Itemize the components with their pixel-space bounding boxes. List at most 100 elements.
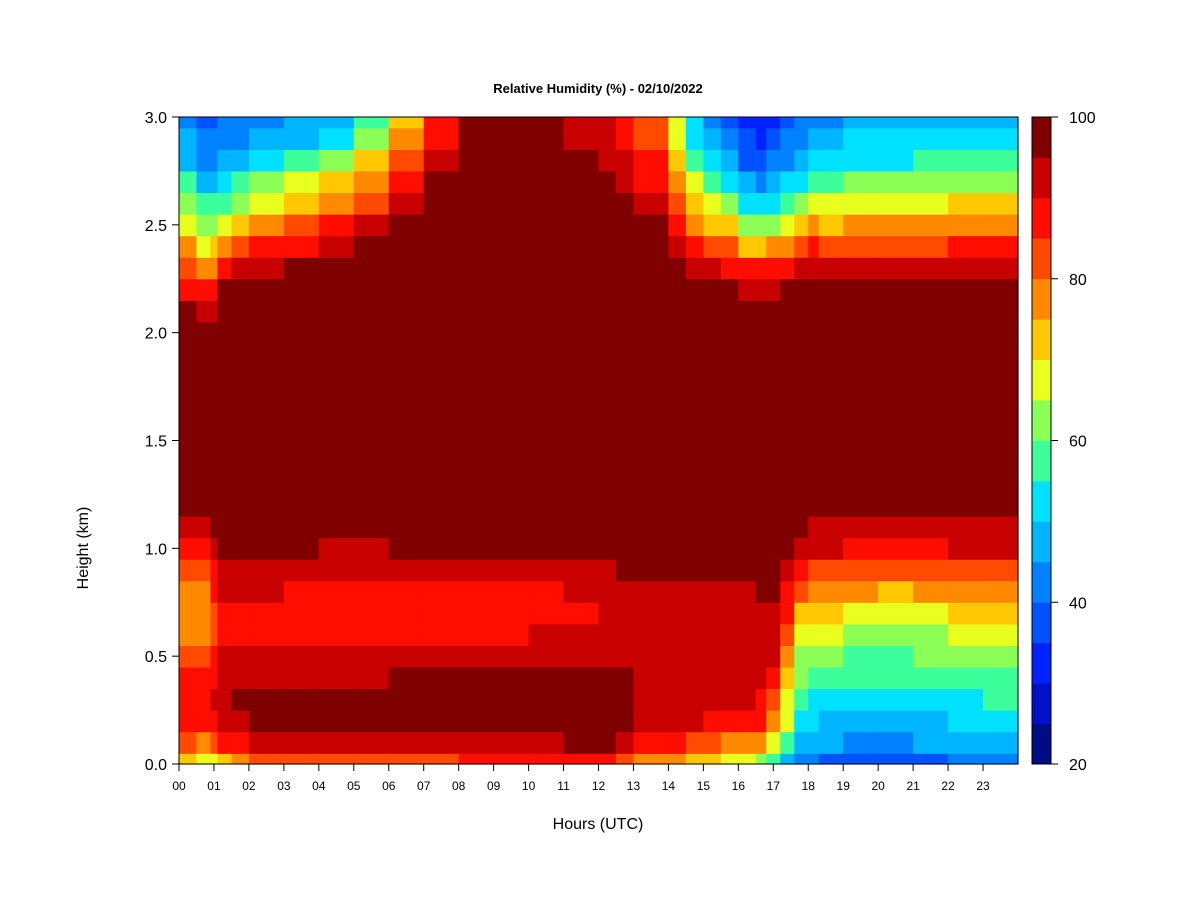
heatmap-cell xyxy=(983,731,1019,754)
heatmap-cell xyxy=(563,214,600,237)
heatmap-cell xyxy=(780,602,795,625)
heatmap-cell xyxy=(878,537,914,560)
heatmap-cell xyxy=(217,731,233,754)
heatmap-cell xyxy=(878,472,914,496)
heatmap-cell xyxy=(458,559,495,582)
heatmap-cell xyxy=(231,386,250,409)
heatmap-cell xyxy=(633,386,670,409)
heatmap-cell xyxy=(217,365,233,388)
heatmap-cell xyxy=(210,300,219,323)
heatmap-cell xyxy=(878,386,914,409)
heatmap-cell xyxy=(210,386,219,409)
heatmap-cell xyxy=(808,321,813,345)
heatmap-cell xyxy=(353,537,390,560)
heatmap-cell xyxy=(283,235,320,258)
heatmap-cell xyxy=(231,580,250,603)
heatmap-cell xyxy=(458,688,495,711)
heatmap-cell xyxy=(755,408,767,431)
heatmap-cell xyxy=(818,192,844,215)
heatmap-cell xyxy=(179,602,198,625)
heatmap-cell xyxy=(458,472,495,496)
heatmap-cell xyxy=(458,494,495,517)
heatmap-cell xyxy=(794,429,809,452)
heatmap-cell xyxy=(755,235,767,258)
heatmap-cell xyxy=(843,278,879,301)
heatmap-cell xyxy=(231,192,250,215)
heatmap-cell xyxy=(388,472,425,496)
heatmap-cell xyxy=(353,170,390,194)
heatmap-cell xyxy=(353,117,390,129)
heatmap-cell xyxy=(423,580,460,603)
heatmap-cell xyxy=(458,408,495,431)
heatmap-cell xyxy=(633,515,670,539)
heatmap-cell xyxy=(913,688,949,711)
heatmap-cell xyxy=(493,170,530,194)
heatmap-cell xyxy=(808,408,813,431)
heatmap-cell xyxy=(983,408,1019,431)
x-tick-label: 18 xyxy=(802,779,816,793)
heatmap-cell xyxy=(818,753,844,765)
heatmap-cell xyxy=(493,321,530,345)
heatmap-cell xyxy=(283,537,320,560)
heatmap-cell xyxy=(388,408,425,431)
heatmap-cell xyxy=(388,235,425,258)
heatmap-cell xyxy=(493,753,530,765)
heatmap-cell xyxy=(217,235,233,258)
heatmap-cell xyxy=(811,321,820,345)
heatmap-cell xyxy=(720,235,739,258)
heatmap-cell xyxy=(615,451,635,474)
heatmap-cell xyxy=(318,278,355,301)
heatmap-cell xyxy=(983,386,1019,409)
heatmap-cell xyxy=(811,494,820,517)
heatmap-cell xyxy=(493,666,530,690)
heatmap-cell xyxy=(388,386,425,409)
heatmap-cell xyxy=(615,408,635,431)
heatmap-cell xyxy=(913,580,949,603)
heatmap-cell xyxy=(231,731,250,754)
x-tick-label: 08 xyxy=(452,779,466,793)
heatmap-cell xyxy=(217,278,233,301)
heatmap-cell xyxy=(843,214,879,237)
heatmap-cell xyxy=(528,580,565,603)
heatmap-cell xyxy=(703,494,722,517)
heatmap-cell xyxy=(231,117,250,129)
heatmap-cell xyxy=(913,472,949,496)
heatmap-cell xyxy=(248,515,285,539)
heatmap-cell xyxy=(766,149,781,172)
heatmap-cell xyxy=(794,515,809,539)
heatmap-cell xyxy=(283,688,320,711)
y-tick-label: 0.5 xyxy=(145,649,167,666)
heatmap-cell xyxy=(685,149,704,172)
heatmap-cell xyxy=(808,257,813,280)
heatmap-cell xyxy=(755,321,767,345)
heatmap-cell xyxy=(808,710,813,733)
heatmap-cell xyxy=(179,645,198,668)
heatmap-cell xyxy=(248,127,285,150)
heatmap-cell xyxy=(738,623,757,646)
heatmap-cell xyxy=(668,580,687,603)
heatmap-cell xyxy=(983,127,1019,150)
heatmap-cell xyxy=(388,170,425,194)
heatmap-cell xyxy=(685,117,704,129)
heatmap-cell xyxy=(948,386,984,409)
heatmap-cell xyxy=(458,753,495,765)
heatmap-cell xyxy=(179,623,198,646)
x-tick-label: 03 xyxy=(277,779,291,793)
heatmap-cell xyxy=(217,688,233,711)
heatmap-cell xyxy=(703,117,722,129)
heatmap-cell xyxy=(528,559,565,582)
heatmap-cell xyxy=(210,451,219,474)
heatmap-cell xyxy=(210,343,219,366)
heatmap-cell xyxy=(598,451,617,474)
heatmap-cell xyxy=(685,753,704,765)
heatmap-cell xyxy=(720,710,739,733)
heatmap-cell xyxy=(633,117,670,129)
heatmap-cell xyxy=(755,602,767,625)
heatmap-cell xyxy=(878,731,914,754)
heatmap-cell xyxy=(388,300,425,323)
heatmap-cell xyxy=(685,408,704,431)
heatmap-cell xyxy=(720,666,739,690)
heatmap-cell xyxy=(217,515,233,539)
heatmap-cell xyxy=(794,386,809,409)
heatmap-cell xyxy=(780,688,795,711)
